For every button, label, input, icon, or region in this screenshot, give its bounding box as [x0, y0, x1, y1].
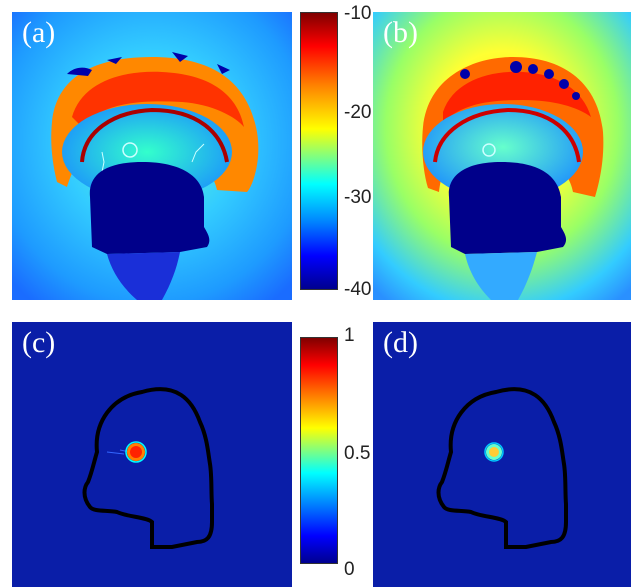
panel-b: (b) [373, 12, 631, 300]
colorbar-top-tick-0: -10 [344, 3, 372, 24]
colorbar-bottom-tick-0: 1 [344, 325, 355, 346]
head-outline-d [436, 387, 568, 549]
colorbar-bottom [300, 337, 338, 564]
colorbar-top-tick-3: -40 [344, 279, 372, 300]
colorbar-top-tick-2: -30 [344, 187, 372, 208]
colorbar-bottom-tick-1: 0.5 [344, 443, 371, 464]
focus-map-d [436, 387, 568, 549]
panel-d: (d) [373, 322, 631, 587]
panel-d-label: (d) [383, 326, 418, 359]
panel-b-label: (b) [383, 16, 418, 49]
field-map-b [373, 12, 631, 300]
head-outline-c [82, 387, 214, 549]
colorbar-top-tick-1: -20 [344, 102, 372, 123]
panel-c: (c) [12, 322, 292, 587]
colorbar-bottom-tick-2: 0 [344, 559, 355, 580]
colorbar-top [300, 12, 338, 290]
focus-map-c [82, 387, 214, 549]
field-map-a [12, 12, 292, 300]
panel-c-label: (c) [22, 326, 56, 359]
panel-a-label: (a) [22, 16, 56, 49]
panel-a: (a) [12, 12, 292, 300]
